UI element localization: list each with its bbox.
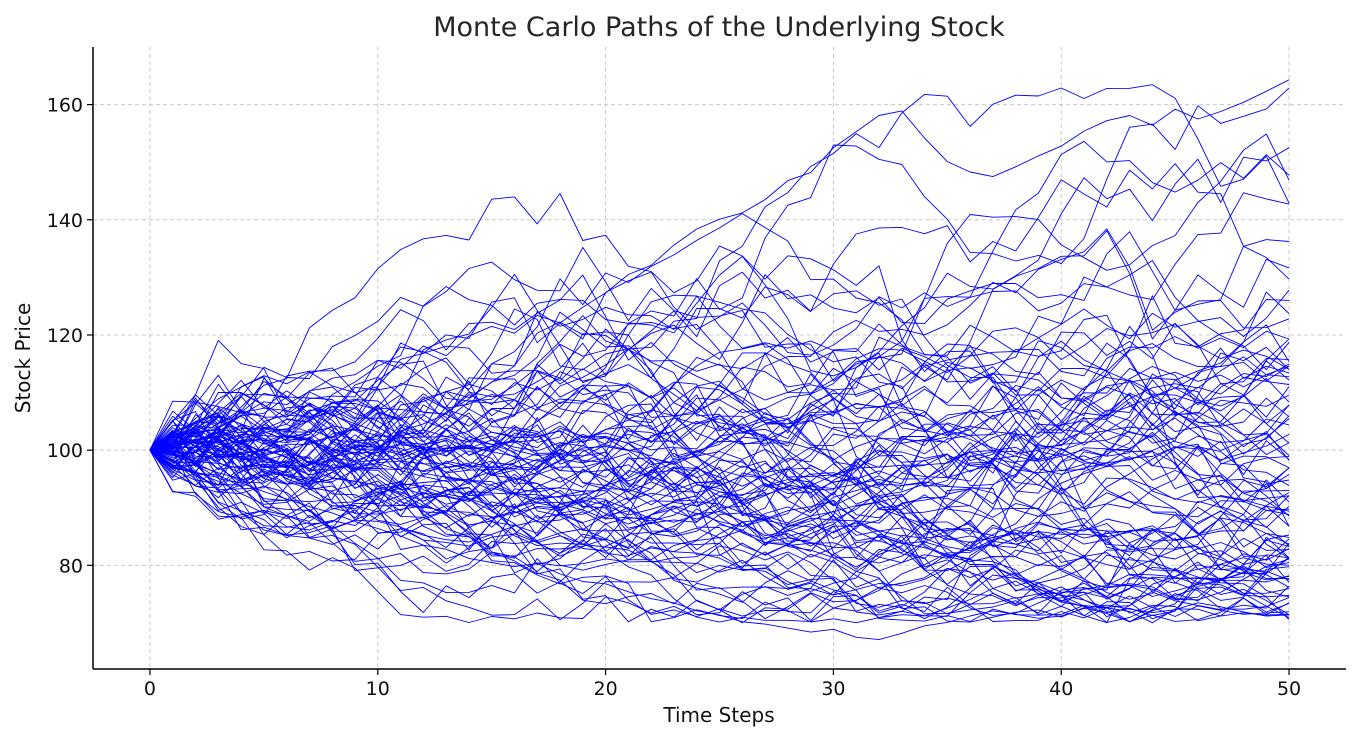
price-path	[149, 405, 1290, 490]
price-path	[149, 405, 1290, 572]
price-path	[149, 133, 1290, 475]
price-path	[149, 367, 1290, 549]
price-path	[149, 87, 1290, 459]
price-path	[149, 413, 1290, 554]
price-path	[149, 408, 1290, 599]
x-tick-label: 50	[1277, 678, 1301, 700]
price-path	[149, 429, 1290, 614]
price-path	[149, 343, 1290, 470]
x-axis-label: Time Steps	[662, 703, 774, 727]
price-path	[149, 440, 1290, 584]
price-path	[149, 291, 1290, 503]
price-path	[149, 334, 1290, 503]
y-tick-label: 160	[47, 95, 83, 117]
price-path	[149, 429, 1290, 529]
price-path	[149, 433, 1290, 559]
price-path	[149, 449, 1290, 601]
price-path	[149, 363, 1290, 559]
x-tick-label: 40	[1049, 678, 1073, 700]
price-path	[149, 324, 1290, 520]
price-path	[149, 438, 1290, 623]
x-tick-label: 0	[144, 678, 156, 700]
price-path	[149, 449, 1290, 623]
price-path	[149, 246, 1290, 510]
price-path	[149, 410, 1290, 560]
price-path	[149, 449, 1290, 623]
price-path	[149, 385, 1290, 507]
price-path	[149, 321, 1290, 451]
price-path	[149, 274, 1290, 454]
x-tick-label: 20	[593, 678, 617, 700]
price-path	[149, 449, 1290, 620]
price-path	[149, 79, 1290, 451]
price-path	[149, 322, 1290, 451]
price-path	[149, 432, 1290, 623]
price-path	[149, 442, 1290, 616]
price-path	[149, 376, 1290, 490]
price-path	[149, 428, 1290, 624]
price-path	[149, 357, 1290, 476]
price-path	[149, 419, 1290, 549]
price-path	[149, 379, 1290, 619]
price-path	[149, 371, 1290, 623]
chart-title: Monte Carlo Paths of the Underlying Stoc…	[433, 12, 1005, 43]
y-tick-label: 100	[47, 440, 83, 462]
price-path	[149, 387, 1290, 607]
price-path	[149, 437, 1290, 624]
price-path	[149, 379, 1290, 564]
price-path	[149, 343, 1290, 527]
price-path	[149, 295, 1290, 523]
price-paths	[149, 79, 1290, 641]
y-tick-label: 140	[47, 210, 83, 232]
price-path	[149, 213, 1290, 451]
price-path	[149, 328, 1290, 570]
price-path	[149, 449, 1290, 624]
price-path	[149, 337, 1290, 480]
price-path	[149, 346, 1290, 520]
y-tick-label: 120	[47, 325, 83, 347]
price-path	[149, 438, 1290, 588]
price-path	[149, 192, 1290, 451]
price-path	[149, 406, 1290, 559]
y-axis-label: Stock Price	[11, 303, 35, 414]
price-path	[149, 163, 1290, 463]
price-path	[149, 147, 1290, 469]
price-path	[149, 231, 1290, 451]
price-path	[149, 441, 1290, 599]
price-path	[149, 140, 1290, 468]
x-tick-label: 30	[821, 678, 845, 700]
price-path	[149, 325, 1290, 531]
price-path	[149, 193, 1290, 456]
price-path	[149, 357, 1290, 570]
y-tick-label: 80	[59, 555, 83, 577]
ticks: 0 10 20 30 40 50 80 100 120 140 160	[47, 95, 1301, 700]
price-path	[149, 431, 1290, 557]
price-path	[149, 255, 1290, 451]
price-path	[149, 410, 1290, 534]
price-path	[149, 431, 1290, 616]
x-tick-label: 10	[366, 678, 390, 700]
price-path	[149, 360, 1290, 540]
price-path	[149, 356, 1290, 512]
price-path	[149, 383, 1290, 581]
price-path	[149, 323, 1290, 481]
price-path	[149, 314, 1290, 502]
